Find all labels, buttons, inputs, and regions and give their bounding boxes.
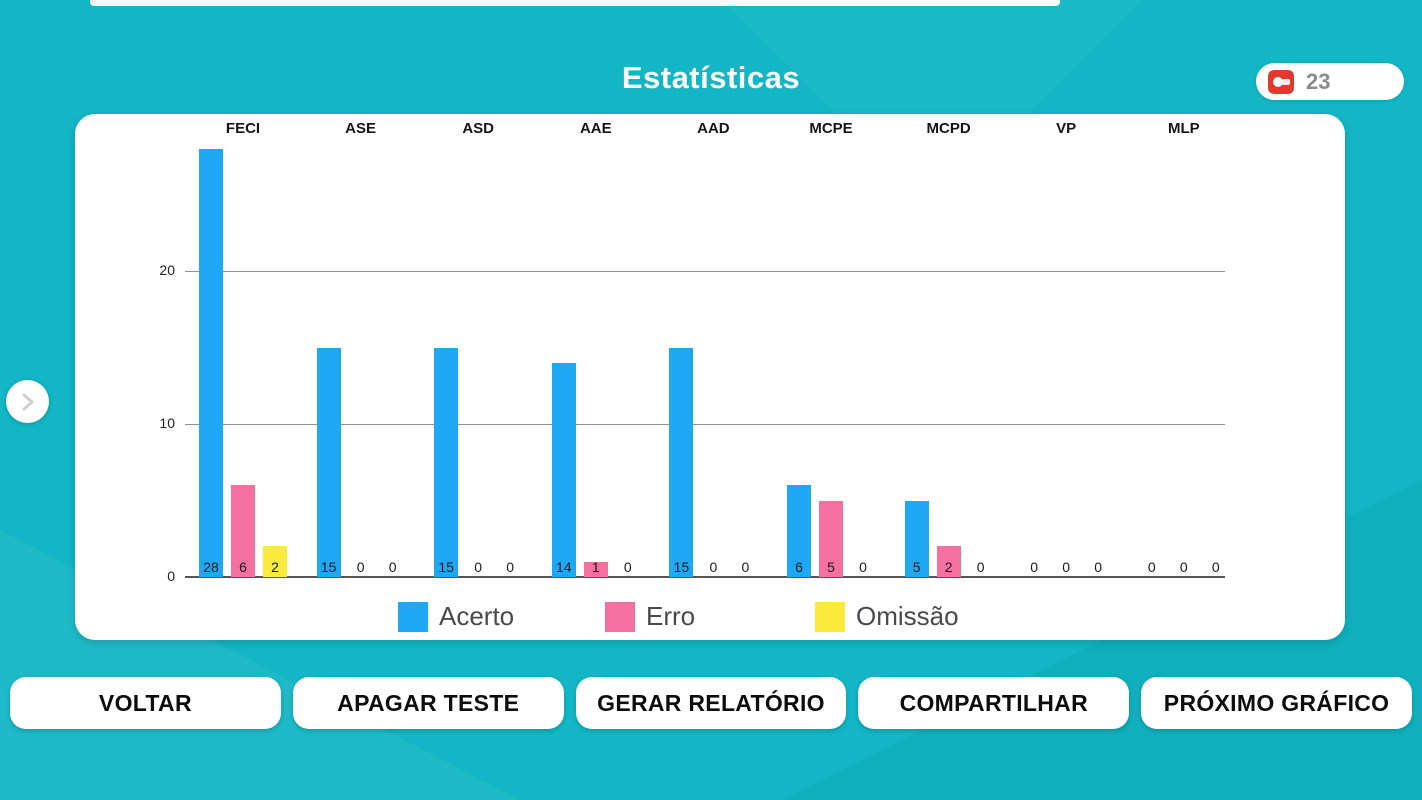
chart-category-label: MLP xyxy=(1167,120,1200,137)
chart-category-label: MCPD xyxy=(926,120,971,137)
chart-category-label: ASD xyxy=(462,120,495,137)
y-gridline xyxy=(185,424,1225,425)
bar-value-label: 2 xyxy=(271,559,279,575)
bar-value-label: 0 xyxy=(1094,559,1103,575)
chart-card: Acerto Erro Omissão 0 10 20 FECI 28 6 2 ASE 15 0 0… xyxy=(75,114,1345,640)
chart-category-label: VP xyxy=(1056,120,1077,137)
counter-value: 23 xyxy=(1306,68,1331,94)
chart-category-label: MCPE xyxy=(809,120,853,137)
chart-bar xyxy=(787,485,811,577)
bar-value-label: 0 xyxy=(709,559,718,575)
bar-value-label: 0 xyxy=(623,559,632,575)
y-axis-tick-label: 0 xyxy=(167,568,175,584)
chart-bar xyxy=(263,546,287,577)
bar-value-label: 0 xyxy=(741,559,750,575)
bar-value-label: 2 xyxy=(944,559,953,575)
y-axis-tick-label: 20 xyxy=(159,262,175,278)
bar-value-label: 0 xyxy=(474,559,483,575)
bar-value-label: 15 xyxy=(320,559,337,575)
chart-bar xyxy=(316,347,341,577)
legend-swatch-erro xyxy=(605,601,635,632)
bar-value-label: 15 xyxy=(438,559,454,575)
chevron-right-icon xyxy=(22,393,33,410)
score-counter: 23 xyxy=(1256,63,1404,100)
bar-value-label: 0 xyxy=(1179,559,1188,575)
action-button-row: VOLTAR APAGAR TESTE GERAR RELATÓRIO COMP… xyxy=(0,677,1422,729)
x-axis-line xyxy=(185,576,1225,578)
legend-item-erro: Erro xyxy=(605,601,695,632)
counter-icon xyxy=(1268,69,1294,94)
legend-item-omissao: Omissão xyxy=(815,601,959,632)
legend-item-acerto: Acerto xyxy=(398,601,514,632)
bar-value-label: 15 xyxy=(673,559,690,575)
y-gridline xyxy=(185,271,1225,272)
bar-value-label: 0 xyxy=(356,559,365,575)
chart-category-label: AAE xyxy=(579,120,612,137)
chart-bar xyxy=(936,546,961,577)
legend-swatch-omissao xyxy=(815,601,845,632)
chart-bar xyxy=(669,347,694,577)
bar-value-label: 6 xyxy=(239,559,247,575)
bar-value-label: 0 xyxy=(1062,559,1071,575)
apagar-teste-button[interactable]: APAGAR TESTE xyxy=(292,677,564,729)
chart-bar xyxy=(551,362,576,577)
bar-value-label: 28 xyxy=(203,559,219,575)
page-title: Estatísticas xyxy=(621,60,801,95)
chart-bar xyxy=(819,500,843,577)
bar-value-label: 0 xyxy=(1030,559,1039,575)
voltar-button[interactable]: VOLTAR xyxy=(10,677,281,729)
chart-category-label: ASE xyxy=(345,120,377,137)
bar-value-label: 0 xyxy=(1147,559,1156,575)
bar-value-label: 0 xyxy=(506,559,515,575)
compartilhar-button[interactable]: COMPARTILHAR xyxy=(858,677,1130,729)
legend-label: Acerto xyxy=(439,601,515,631)
legend-label: Omissão xyxy=(856,601,959,631)
bar-value-label: 5 xyxy=(912,559,921,575)
y-axis-tick-label: 10 xyxy=(159,415,175,431)
chart-category-label: AAD xyxy=(697,120,730,137)
chart-bar xyxy=(583,561,608,577)
chart-bar xyxy=(904,500,929,577)
chart-category-label: FECI xyxy=(225,120,261,137)
chart-bar xyxy=(231,485,255,577)
bar-value-label: 0 xyxy=(859,559,867,575)
legend-swatch-acerto xyxy=(398,601,428,632)
chart-bar xyxy=(199,148,223,577)
bar-value-label: 1 xyxy=(591,559,600,575)
bar-value-label: 5 xyxy=(827,559,835,575)
gerar-relatorio-button[interactable]: GERAR RELATÓRIO xyxy=(575,677,847,729)
bar-value-label: 14 xyxy=(556,559,572,575)
proximo-grafico-button[interactable]: PRÓXIMO GRÁFICO xyxy=(1141,677,1412,729)
top-edge-strip xyxy=(90,0,1060,6)
legend-label: Erro xyxy=(646,601,696,631)
bar-value-label: 0 xyxy=(1211,559,1220,575)
bar-value-label: 0 xyxy=(388,559,397,575)
next-arrow-button[interactable] xyxy=(6,380,49,423)
bar-value-label: 0 xyxy=(976,559,985,575)
bar-value-label: 6 xyxy=(795,559,803,575)
chart-bar xyxy=(434,347,459,577)
